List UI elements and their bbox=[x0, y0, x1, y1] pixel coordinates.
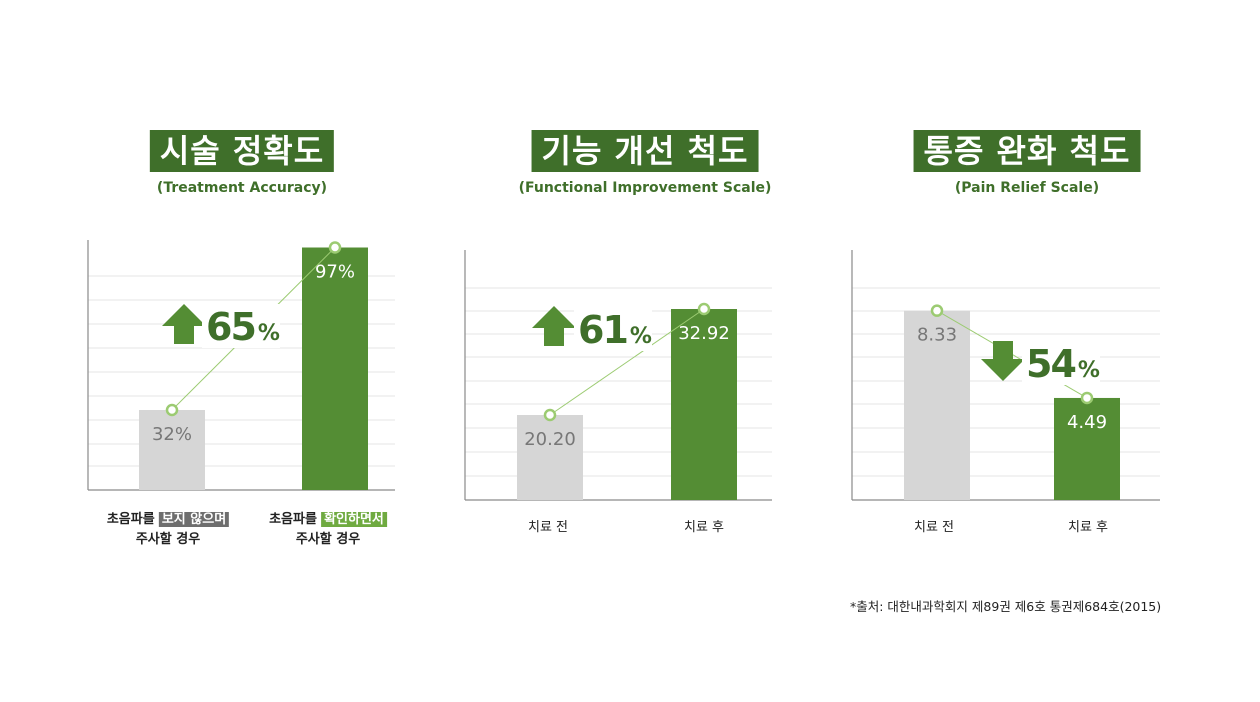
change-label-bg bbox=[1022, 341, 1100, 385]
bar-after bbox=[302, 247, 368, 490]
chart1-xlabel-left: 초음파를 보지 않으며 주사할 경우 bbox=[106, 510, 230, 550]
data-point-marker bbox=[930, 304, 944, 317]
bar-before bbox=[517, 415, 583, 500]
arrow-head bbox=[532, 306, 576, 328]
data-point-marker bbox=[1080, 391, 1094, 405]
change-label-bg bbox=[574, 307, 652, 351]
chart2-xlabel-left: 치료 전 bbox=[527, 520, 569, 535]
data-point-marker bbox=[165, 403, 179, 417]
change-percent: 54% bbox=[1026, 342, 1100, 386]
bar-after bbox=[671, 309, 737, 500]
bar-before bbox=[904, 310, 970, 500]
bar-before bbox=[139, 410, 205, 490]
caption-tag-dark: 보지 않으며 bbox=[158, 512, 230, 527]
chart1-subtitle: (Treatment Accuracy) bbox=[156, 180, 328, 196]
chart1-title: 시술 정확도 bbox=[149, 130, 335, 172]
change-percent: 61% bbox=[578, 308, 652, 352]
source-note: *출처: 대한내과학회지 제89권 제6호 통권제684호(2015) bbox=[850, 599, 1162, 614]
bar-value-label: 8.33 bbox=[917, 325, 957, 346]
arrow-shaft bbox=[544, 328, 564, 346]
trend-line bbox=[549, 308, 705, 416]
caption-line2: 주사할 경우 bbox=[295, 532, 361, 547]
caption-line2: 주사할 경우 bbox=[135, 532, 201, 547]
change-label-bg bbox=[202, 304, 280, 348]
arrow-up-icon bbox=[532, 306, 576, 346]
caption-tag-green: 확인하면서 bbox=[321, 512, 387, 527]
chart3-xlabel-right: 치료 후 bbox=[1067, 520, 1109, 535]
bar-value-label: 32% bbox=[152, 424, 192, 445]
bar-value-label: 4.49 bbox=[1067, 412, 1107, 433]
chart2-subtitle: (Functional Improvement Scale) bbox=[518, 180, 772, 196]
bar-value-label: 97% bbox=[315, 262, 355, 283]
arrow-shaft bbox=[993, 341, 1013, 359]
data-point-marker bbox=[543, 408, 557, 422]
caption-pre: 초음파를 bbox=[269, 512, 317, 527]
chart3-subtitle: (Pain Relief Scale) bbox=[954, 180, 1100, 196]
change-percent: 65% bbox=[206, 305, 280, 349]
arrow-up-icon bbox=[162, 304, 206, 344]
arrow-shaft bbox=[174, 326, 194, 344]
arrow-head bbox=[981, 359, 1025, 381]
bar-value-label: 20.20 bbox=[524, 429, 576, 450]
chart3-title: 통증 완화 척도 bbox=[913, 130, 1141, 172]
bar-after bbox=[1054, 397, 1120, 500]
bar-value-label: 32.92 bbox=[678, 323, 730, 344]
arrow-down-icon bbox=[981, 341, 1025, 381]
data-point-marker bbox=[697, 302, 711, 316]
chart1-xlabel-right: 초음파를 확인하면서 주사할 경우 bbox=[269, 510, 387, 550]
arrow-head bbox=[162, 304, 206, 326]
caption-pre: 초음파를 bbox=[106, 512, 155, 527]
chart2-xlabel-right: 치료 후 bbox=[683, 520, 725, 535]
chart2-title: 기능 개선 척도 bbox=[531, 130, 759, 172]
data-point-marker bbox=[328, 241, 342, 254]
chart3-xlabel-left: 치료 전 bbox=[913, 520, 955, 535]
